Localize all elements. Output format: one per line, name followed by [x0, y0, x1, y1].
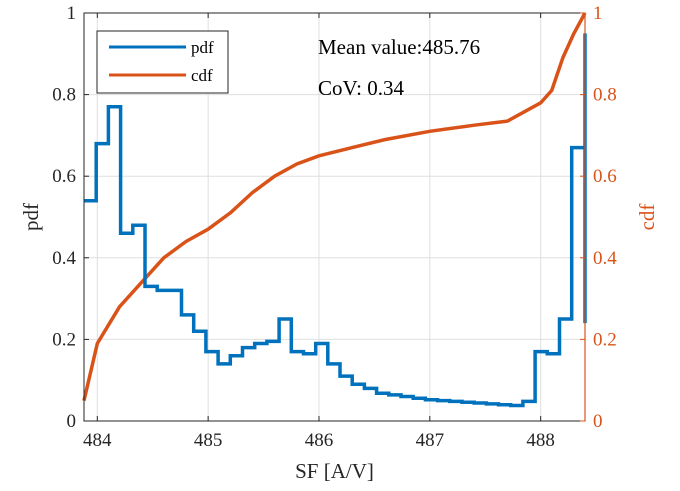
x-tick-label: 484 [83, 430, 112, 451]
cdf-layer [82, 12, 587, 401]
y-axis-left-label: pdf [19, 203, 43, 231]
x-tick-label: 488 [526, 430, 555, 451]
y-right-tick-label: 0.4 [593, 248, 617, 269]
y-axis-right-label: cdf [635, 204, 659, 231]
y-left-tick-label: 0.4 [52, 248, 76, 269]
tick-marks [84, 12, 586, 422]
legend-box [96, 30, 229, 94]
cov-annotation: CoV: 0.34 [318, 76, 404, 100]
mean-value-annotation: Mean value:485.76 [318, 35, 480, 59]
y-right-tick-label: 1 [593, 3, 603, 24]
y-left-tick-label: 1 [67, 3, 77, 24]
x-tick-label: 487 [416, 430, 445, 451]
y-left-tick-label: 0 [67, 411, 77, 432]
legend-label-pdf: pdf [191, 38, 214, 57]
pdf-layer [84, 33, 587, 408]
legend: pdf cdf [96, 30, 229, 94]
y-left-tick-label: 0.8 [52, 85, 76, 106]
series-line-cdf [82, 12, 587, 401]
tick-labels: 484 485 486 487 488 0 0.2 0.4 0.6 0.8 1 0 0.2 0.4 0.6 0… [52, 3, 617, 451]
y-right-tick-label: 0.2 [593, 329, 617, 350]
y-left-tick-label: 0.2 [52, 329, 76, 350]
x-tick-label: 486 [305, 430, 334, 451]
legend-label-cdf: cdf [191, 66, 213, 85]
y-right-tick-label: 0 [593, 411, 603, 432]
series-line-pdf [84, 33, 587, 408]
x-axis-label: SF [A/V] [295, 459, 374, 483]
y-right-tick-label: 0.6 [593, 166, 617, 187]
y-right-tick-label: 0.8 [593, 85, 617, 106]
x-tick-label: 485 [194, 430, 223, 451]
y-left-tick-label: 0.6 [52, 166, 76, 187]
